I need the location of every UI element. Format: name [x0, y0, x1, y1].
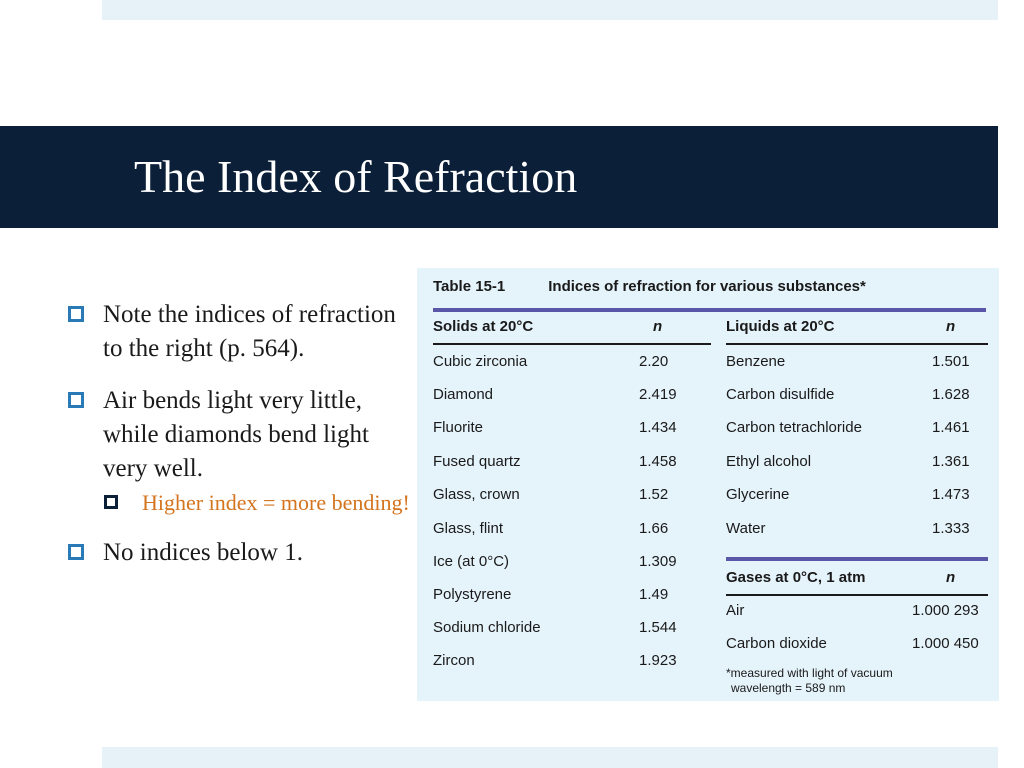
solid-name: Sodium chloride	[433, 619, 541, 636]
solids-n-header: n	[653, 318, 663, 335]
liquid-name: Water	[726, 520, 766, 537]
gas-name: Carbon dioxide	[726, 635, 827, 652]
table-footnote: *measured with light of vacuum wavelengt…	[726, 666, 893, 696]
gas-n: 1.000 293	[912, 602, 979, 619]
sub-bullet-text: Higher index = more bending!	[142, 490, 410, 515]
gases-header: Gases at 0°C, 1 atm	[726, 569, 866, 586]
solid-name: Fluorite	[433, 419, 484, 436]
slide-title: The Index of Refraction	[134, 151, 578, 202]
table-top-rule	[433, 308, 986, 312]
liquids-n-header: n	[946, 318, 956, 335]
liquid-name: Ethyl alcohol	[726, 453, 812, 470]
liquid-name: Benzene	[726, 353, 786, 370]
solid-n: 1.434	[639, 419, 677, 436]
bullet-item: No indices below 1.	[68, 536, 413, 570]
liquid-name: Carbon disulfide	[726, 386, 835, 403]
bullet-list: Note the indices of refraction to the ri…	[68, 298, 413, 588]
gases-header-rule	[726, 594, 988, 596]
table-title: Table 15-1 Indices of refraction for vari…	[433, 278, 866, 295]
liquid-n: 1.461	[932, 419, 970, 436]
table-number: Table 15-1	[433, 278, 506, 295]
liquid-n: 1.473	[932, 486, 970, 503]
liquid-name: Glycerine	[726, 486, 790, 503]
solids-header-rule	[433, 343, 711, 345]
footnote-line: *measured with light of vacuum	[726, 666, 893, 680]
bullet-text: Air bends light very little, while diamo…	[103, 387, 369, 482]
square-bullet-icon	[68, 392, 84, 408]
solid-name: Glass, crown	[433, 486, 520, 503]
square-bullet-icon	[68, 306, 84, 322]
liquid-n: 1.628	[932, 386, 970, 403]
solid-n: 1.52	[639, 486, 669, 503]
solid-n: 1.923	[639, 652, 677, 669]
bullet-text: Note the indices of refraction to the ri…	[103, 301, 396, 362]
gas-n: 1.000 450	[912, 635, 979, 652]
solid-n: 1.309	[639, 553, 677, 570]
solid-n: 1.458	[639, 453, 677, 470]
solid-name: Diamond	[433, 386, 494, 403]
liquids-header: Liquids at 20°C	[726, 318, 835, 335]
solids-header: Solids at 20°C	[433, 318, 534, 335]
solid-name: Fused quartz	[433, 453, 521, 470]
solid-n: 2.419	[639, 386, 677, 403]
solid-name: Cubic zirconia	[433, 353, 528, 370]
liquid-n: 1.501	[932, 353, 970, 370]
solid-name: Ice (at 0°C)	[433, 553, 510, 570]
liquids-header-rule	[726, 343, 988, 345]
bullet-item: Note the indices of refraction to the ri…	[68, 298, 413, 366]
solid-name: Polystyrene	[433, 586, 512, 603]
title-bar	[0, 126, 998, 228]
liquid-n: 1.333	[932, 520, 970, 537]
solid-n: 1.49	[639, 586, 669, 603]
square-bullet-icon	[68, 544, 84, 560]
gases-n-header: n	[946, 569, 956, 586]
solid-n: 1.544	[639, 619, 677, 636]
sub-bullet-item: Higher index = more bending!	[104, 488, 413, 518]
refraction-table: Table 15-1 Indices of refraction for vari…	[417, 268, 999, 701]
bullet-text: No indices below 1.	[103, 539, 303, 566]
solid-n: 1.66	[639, 520, 669, 537]
top-accent-band	[102, 0, 998, 20]
bottom-accent-band	[102, 747, 998, 768]
solid-name: Zircon	[433, 652, 475, 669]
gas-name: Air	[726, 602, 745, 619]
footnote-line: wavelength = 589 nm	[731, 681, 846, 695]
solid-n: 2.20	[639, 353, 669, 370]
bullet-item: Air bends light very little, while diamo…	[68, 384, 413, 486]
liquid-name: Carbon tetrachloride	[726, 419, 862, 436]
square-bullet-icon	[104, 495, 118, 509]
table-caption: Indices of refraction for various substa…	[548, 278, 866, 295]
solid-name: Glass, flint	[433, 520, 504, 537]
liquid-n: 1.361	[932, 453, 970, 470]
gases-top-rule	[726, 557, 988, 561]
